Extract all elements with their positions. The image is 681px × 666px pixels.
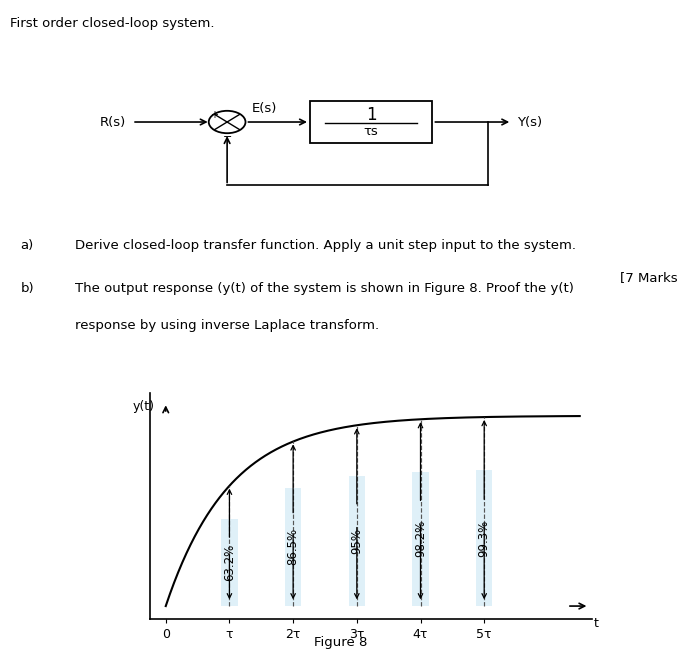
Text: 1: 1 [366,107,377,125]
Bar [310,101,432,143]
Bar [221,519,238,606]
Text: Figure 8: Figure 8 [314,636,367,649]
Text: First order closed-loop system.: First order closed-loop system. [10,17,215,30]
Text: t: t [594,617,599,629]
Text: The output response (y(t) of the system is shown in Figure 8. Proof the y(t): The output response (y(t) of the system … [75,282,574,296]
Bar [349,476,365,606]
Bar [285,488,302,606]
Text: E(s): E(s) [252,103,277,115]
Text: Y(s): Y(s) [517,115,542,129]
Text: b): b) [20,282,34,296]
Text: Derive closed-loop transfer function. Apply a unit step input to the system.: Derive closed-loop transfer function. Ap… [75,239,576,252]
Text: 63.2%: 63.2% [223,544,236,581]
Text: y(t): y(t) [132,400,155,413]
Text: +: + [210,109,218,120]
Bar [412,472,429,606]
Text: response by using inverse Laplace transform.: response by using inverse Laplace transf… [75,319,379,332]
Text: τs: τs [364,125,379,138]
Text: R(s): R(s) [99,115,126,129]
Text: [7 Marks: [7 Marks [620,271,678,284]
Text: 86.5%: 86.5% [287,528,300,565]
Text: 99.3%: 99.3% [477,519,491,557]
Bar [476,470,492,606]
Text: 98.2%: 98.2% [414,520,427,557]
Text: a): a) [20,239,33,252]
Text: −: − [223,133,232,143]
Text: 95%: 95% [350,528,364,554]
